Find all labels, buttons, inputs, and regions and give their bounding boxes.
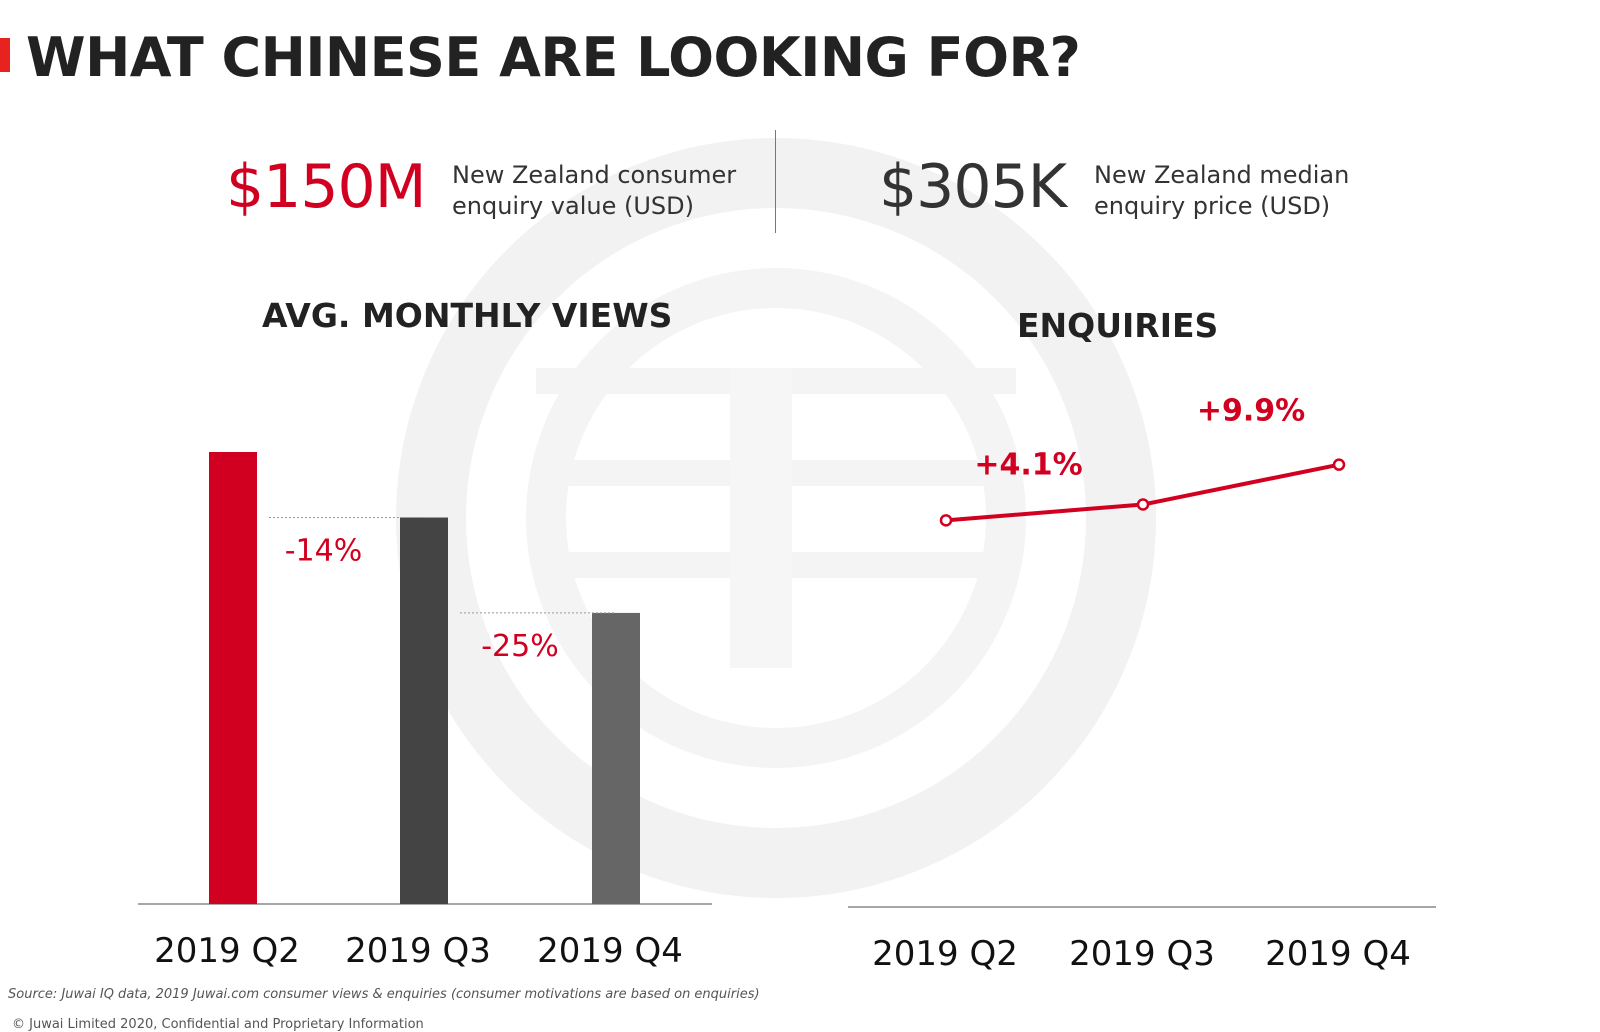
kpi-enquiry-value: $150M xyxy=(226,152,426,222)
views-chart-title: AVG. MONTHLY VIEWS xyxy=(262,296,673,335)
views-bar-3 xyxy=(592,612,640,904)
enquiries-point-3 xyxy=(1332,458,1346,471)
page-title: WHAT CHINESE ARE LOOKING FOR? xyxy=(26,26,1081,89)
views-change-label-1: -14% xyxy=(285,534,363,569)
views-x-tick-2: 2019 Q3 xyxy=(345,931,491,971)
kpi-enquiry-value-desc-line2: enquiry value (USD) xyxy=(452,192,694,220)
copyright-note: © Juwai Limited 2020, Confidential and P… xyxy=(12,1017,424,1032)
kpi-median-price-desc-line2: enquiry price (USD) xyxy=(1094,192,1331,220)
enquiries-chart-title: ENQUIRIES xyxy=(1017,306,1219,345)
views-x-tick-3: 2019 Q4 xyxy=(537,931,683,971)
enquiries-x-tick-3: 2019 Q4 xyxy=(1265,934,1411,974)
views-bar-1 xyxy=(209,452,257,904)
kpi-enquiry-value-desc-line1: New Zealand consumer xyxy=(452,161,737,189)
source-note: Source: Juwai IQ data, 2019 Juwai.com co… xyxy=(8,987,760,1002)
kpi-divider xyxy=(775,130,776,233)
enquiries-change-label-1: +4.1% xyxy=(974,447,1082,482)
enquiries-point-1 xyxy=(939,514,953,527)
enquiries-change-label-2: +9.9% xyxy=(1197,394,1305,429)
kpi-median-price: $305K xyxy=(879,152,1067,222)
views-x-tick-1: 2019 Q2 xyxy=(154,931,300,971)
enquiries-point-2 xyxy=(1136,498,1150,511)
views-bar-2 xyxy=(400,517,448,904)
views-change-label-2: -25% xyxy=(481,629,559,664)
kpi-median-price-desc-line1: New Zealand median xyxy=(1094,161,1350,189)
title-accent-bar xyxy=(0,38,10,72)
enquiries-x-tick-2: 2019 Q3 xyxy=(1069,934,1215,974)
kpi-enquiry-value-description: New Zealand consumer enquiry value (USD) xyxy=(452,160,736,222)
enquiries-x-tick-1: 2019 Q2 xyxy=(872,934,1018,974)
kpi-median-price-description: New Zealand median enquiry price (USD) xyxy=(1094,160,1349,222)
